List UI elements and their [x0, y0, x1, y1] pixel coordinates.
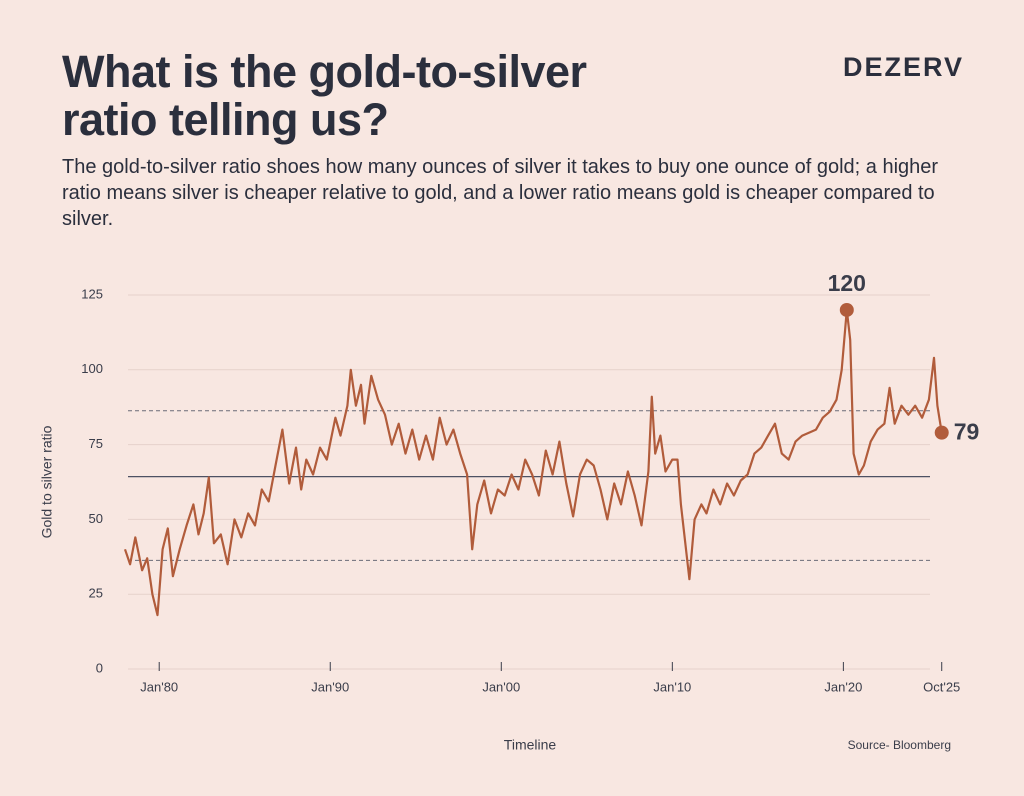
x-tick-label: Jan'90: [311, 679, 349, 694]
x-tick-label: Jan'20: [824, 679, 862, 694]
y-tick-label: 50: [89, 511, 103, 526]
annotation-dot: [934, 425, 949, 440]
annotation-label: 120: [828, 270, 866, 296]
y-tick-label: 100: [81, 361, 103, 376]
brand-logo: DEZERV: [843, 52, 965, 82]
x-tick-label: Jan'80: [140, 679, 178, 694]
x-tick-label: Jan'00: [482, 679, 520, 694]
annotation-label: 79: [954, 419, 980, 445]
x-tick-label: Jan'10: [653, 679, 691, 694]
y-tick-label: 0: [96, 660, 103, 675]
y-axis-label: Gold to silver ratio: [39, 425, 55, 538]
x-axis-label: Timeline: [504, 737, 557, 753]
source: Source- Bloomberg: [848, 738, 951, 752]
y-tick-label: 125: [81, 286, 103, 301]
x-tick-label: Oct'25: [923, 679, 960, 694]
title: What is the gold-to-silver ratio telling…: [62, 46, 587, 145]
annotation-dot: [839, 302, 854, 317]
ratio-line: [123, 308, 943, 617]
subtitle: The gold-to-silver ratio shoes how many …: [62, 156, 939, 230]
y-tick-label: 25: [89, 586, 103, 601]
y-tick-label: 75: [89, 436, 103, 451]
